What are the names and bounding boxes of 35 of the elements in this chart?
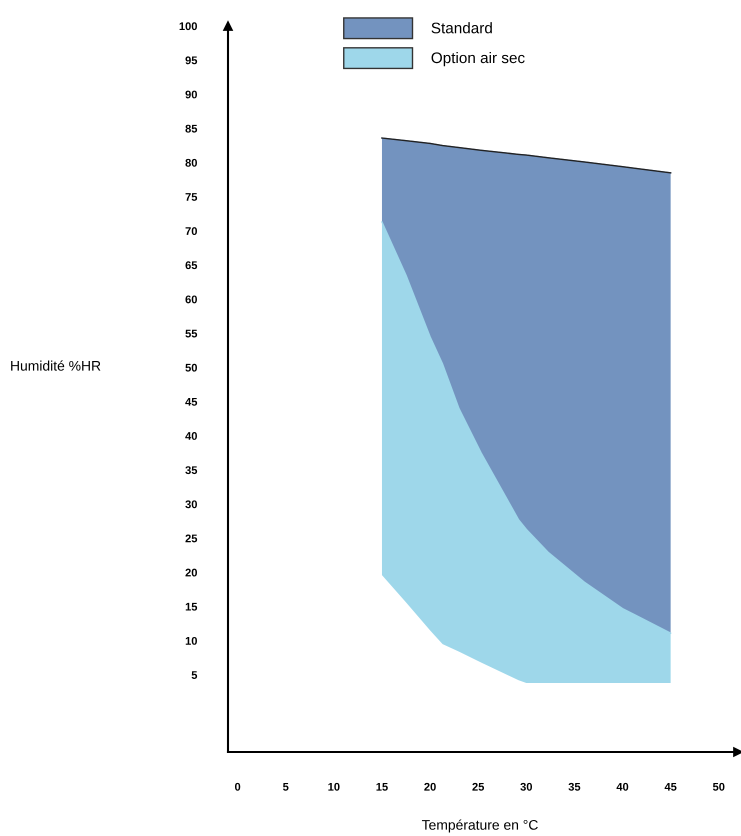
- y-tick-label: 80: [185, 158, 197, 167]
- x-tick-label: 10: [328, 782, 340, 791]
- y-tick-label: 40: [185, 432, 197, 440]
- y-tick-label: 70: [186, 227, 197, 236]
- x-tick-label: 30: [520, 782, 532, 791]
- x-axis-title: Température en °C: [422, 819, 538, 833]
- x-tick-label: 15: [376, 782, 388, 791]
- y-tick-label: 45: [185, 398, 198, 406]
- legend-label: Option air sec: [432, 52, 525, 66]
- legend-label: Standard: [432, 22, 492, 34]
- y-tick-label: 25: [185, 534, 198, 542]
- y-tick-label: 5: [192, 671, 198, 679]
- y-tick-label: 50: [185, 364, 197, 372]
- x-tick-label: 0: [234, 782, 240, 791]
- y-tick-label: 75: [186, 193, 198, 201]
- x-tick-label: 35: [568, 782, 580, 791]
- y-tick-label: 35: [185, 466, 198, 474]
- y-tick-label: 95: [185, 56, 198, 64]
- text: Humidité %HR: [11, 360, 100, 371]
- y-tick-label: 10: [186, 636, 197, 645]
- x-tick-label: 45: [664, 782, 677, 791]
- x-tick-label: 50: [712, 782, 724, 791]
- y-tick-label: 85: [185, 124, 198, 133]
- y-tick-label: 90: [185, 90, 197, 98]
- y-tick-label: 65: [185, 261, 198, 270]
- y-tick-label: 20: [185, 568, 197, 577]
- y-tick-label: 100: [180, 22, 197, 30]
- y-tick-label: 55: [185, 330, 198, 338]
- y-tick-label: 60: [185, 295, 197, 304]
- x-tick-label: 5: [282, 782, 289, 791]
- x-tick-label: 20: [424, 782, 436, 791]
- x-tick-label: 40: [616, 782, 628, 791]
- x-tick-label: 25: [472, 782, 484, 791]
- y-tick-label: 15: [186, 602, 198, 611]
- y-tick-label: 30: [185, 500, 197, 508]
